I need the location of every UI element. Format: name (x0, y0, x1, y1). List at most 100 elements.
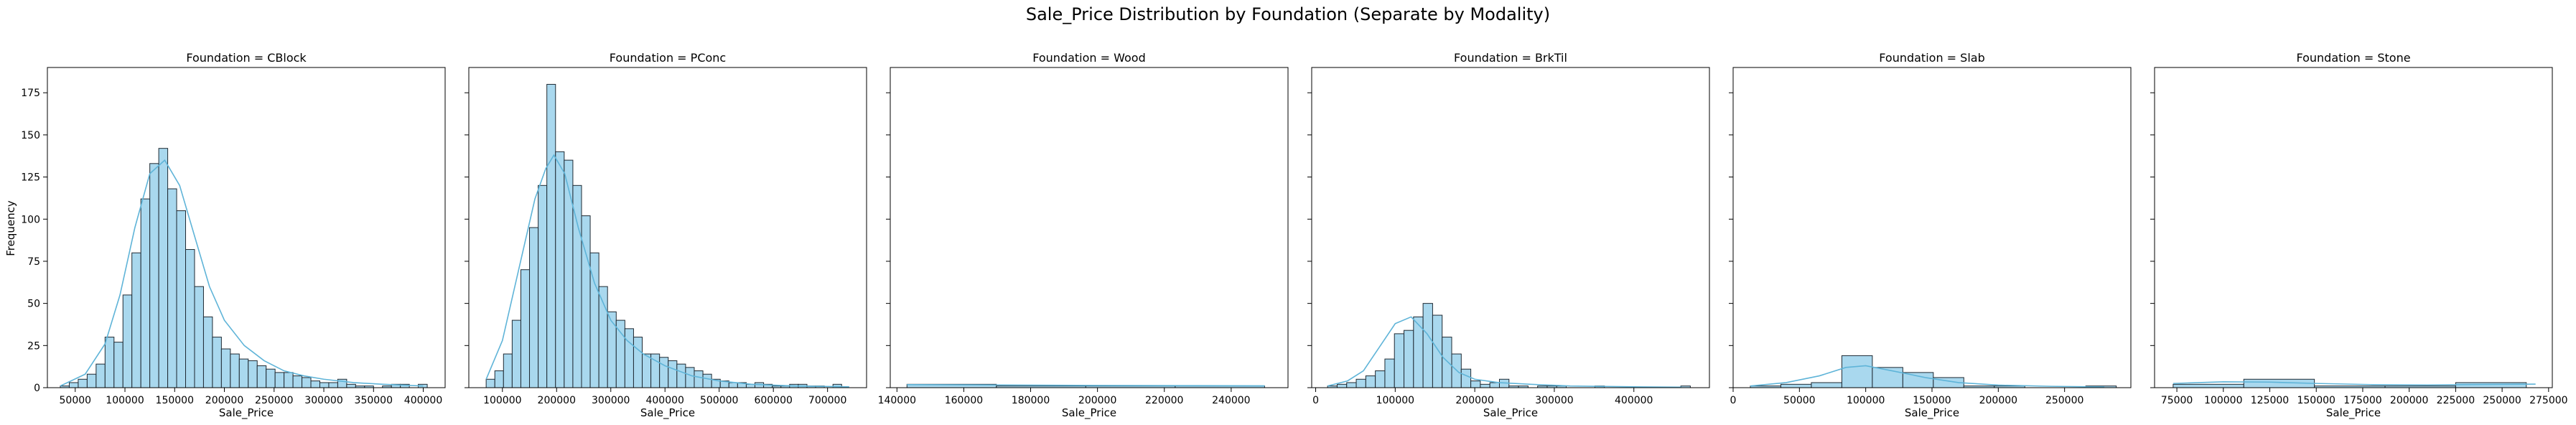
histogram-bar (1811, 382, 1842, 388)
x-tick-label: 100000 (106, 395, 144, 406)
x-tick-label: 225000 (2437, 395, 2475, 406)
histogram-bar (1902, 372, 1934, 388)
x-tick-label: 240000 (1212, 395, 1250, 406)
subplot-title: Foundation = Stone (2296, 51, 2410, 65)
x-tick-label: 150000 (2297, 395, 2335, 406)
axes-frame (1311, 67, 1710, 388)
x-axis-label: Sale_Price (2326, 406, 2381, 420)
histogram-bar (185, 249, 195, 388)
subplot-5: 0 50000 100000 150000 200000 250000 Foundation… (1729, 51, 2132, 420)
x-tick-label: 400000 (404, 395, 442, 406)
y-tick-label: 125 (21, 172, 40, 184)
histogram-bar (310, 380, 320, 388)
panels: 50000 100000 150000 200000 250000 300000 35000… (21, 51, 2567, 420)
histogram-bar (176, 210, 187, 388)
x-tick-label: 150000 (156, 395, 194, 406)
y-tick-label: 175 (21, 88, 40, 99)
x-tick-label: 0 (1730, 395, 1737, 406)
kde-line (60, 159, 424, 387)
histogram-bar (1432, 314, 1443, 388)
histogram-bar (668, 360, 678, 388)
histogram-bar (1841, 355, 1873, 388)
kde-line (2173, 380, 2536, 386)
y-tick-label: 75 (27, 256, 40, 268)
subplot-3: 140000 160000 180000 200000 220000 240000 Foun… (878, 51, 1289, 420)
y-tick-label: 25 (27, 340, 40, 352)
histogram-bar (1404, 330, 1414, 388)
histogram-bar (140, 198, 151, 388)
histogram-bar (494, 370, 504, 388)
histogram-bar (292, 375, 303, 388)
histogram-bar (572, 185, 582, 388)
x-tick-label: 300000 (1535, 395, 1573, 406)
x-tick-label: 175000 (2343, 395, 2381, 406)
x-tick-label: 100000 (483, 395, 521, 406)
histogram-bar (642, 353, 652, 388)
histogram-bar (346, 383, 356, 388)
histogram-bar (1480, 383, 1490, 388)
histogram-bar (694, 370, 704, 388)
kde-line (1750, 365, 2105, 388)
histogram-bar (564, 159, 574, 388)
x-tick-label: 275000 (2529, 395, 2567, 406)
histogram-bar (607, 311, 617, 388)
histogram-bar (685, 367, 695, 388)
subplot-title: Foundation = PConc (610, 51, 726, 65)
histogram-bar (1346, 382, 1357, 388)
histogram-bar (202, 316, 213, 388)
x-tick-label: 600000 (754, 395, 792, 406)
histogram-bar (302, 377, 312, 388)
histogram-bar (485, 378, 495, 388)
histogram-bar (220, 348, 231, 388)
y-tick-label: 0 (34, 383, 40, 394)
subplot-title: Foundation = Wood (1032, 51, 1146, 65)
x-axis-label: Sale_Price (1062, 406, 1116, 420)
histogram-bar (538, 185, 548, 388)
histogram-bar (529, 227, 539, 388)
x-tick-label: 200000 (538, 395, 576, 406)
histogram-bar (676, 363, 686, 388)
histogram-bar (1489, 382, 1500, 388)
histogram-bar (284, 372, 294, 388)
histogram-bar (319, 382, 330, 388)
x-tick-label: 125000 (2251, 395, 2289, 406)
x-tick-label: 150000 (1913, 395, 1951, 406)
axes-frame (468, 67, 867, 388)
histogram-bar (1780, 383, 1812, 388)
x-axis-label: Sale_Price (640, 406, 695, 420)
x-tick-label: 300000 (304, 395, 342, 406)
histogram-bar (520, 269, 531, 388)
x-tick-label: 100000 (2204, 395, 2242, 406)
histogram-bar (122, 294, 133, 388)
histogram-bar (1355, 378, 1366, 388)
histogram-bar (95, 363, 106, 388)
x-tick-label: 50000 (1783, 395, 1816, 406)
x-tick-label: 250000 (2045, 395, 2083, 406)
histogram-bar (212, 337, 222, 388)
kde-line (907, 383, 1265, 387)
y-tick-label: 50 (27, 299, 40, 310)
histogram-bar (149, 163, 159, 388)
histogram-bar (702, 373, 712, 388)
histogram-bar (1872, 367, 1903, 388)
subplot-6: 75000 100000 125000 150000 175000 200000 22500… (2150, 51, 2568, 420)
x-tick-label: 100000 (1376, 395, 1414, 406)
x-tick-label: 350000 (355, 395, 393, 406)
histogram-bar (1394, 333, 1405, 388)
x-tick-label: 220000 (1145, 395, 1183, 406)
x-axis-label: Sale_Price (219, 406, 274, 420)
subplot-title: Foundation = BrkTil (1454, 51, 1567, 65)
kde-line (485, 154, 849, 388)
histogram-bar (1470, 380, 1481, 388)
histogram-bar (167, 188, 177, 388)
x-tick-label: 200000 (1455, 395, 1493, 406)
histogram-bar (615, 319, 625, 388)
histogram-bar (68, 382, 79, 388)
subplot-2: 100000 200000 300000 400000 500000 600000 7000… (465, 51, 867, 420)
x-tick-label: 100000 (1847, 395, 1885, 406)
x-tick-label: 700000 (808, 395, 846, 406)
kde-line (1327, 316, 1682, 388)
histogram-bar (104, 337, 115, 388)
histogram-bar (230, 353, 240, 388)
